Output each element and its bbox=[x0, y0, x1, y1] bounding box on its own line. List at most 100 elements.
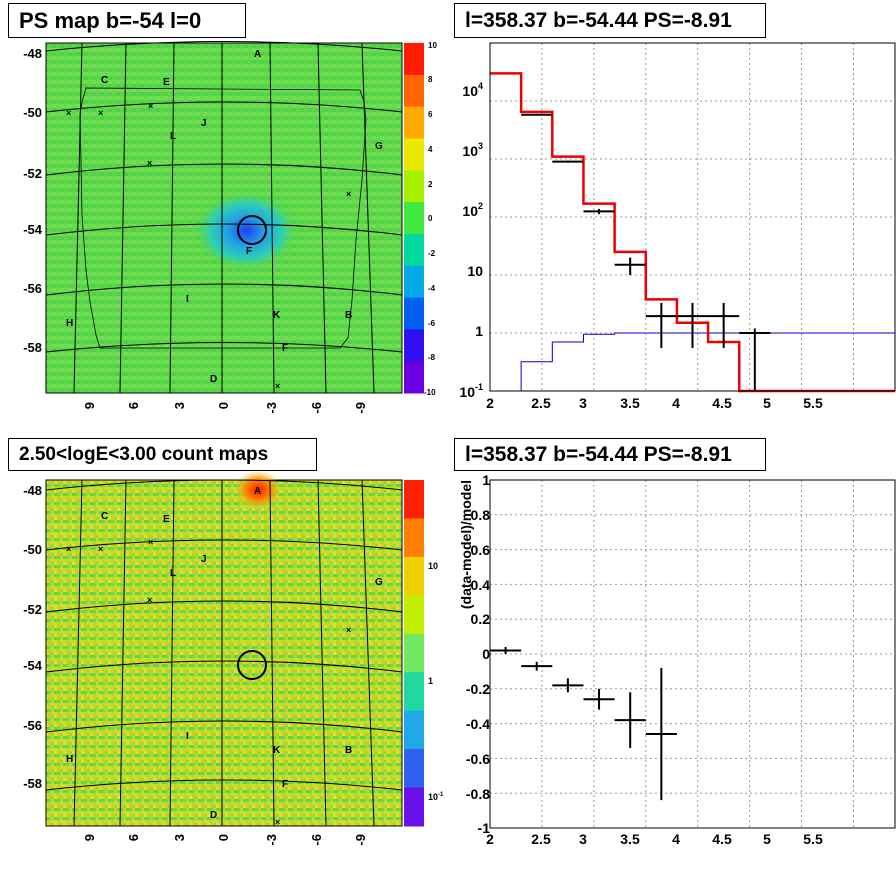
spec-ytick-1e3: 103 bbox=[462, 141, 483, 159]
count-colorbar-band bbox=[404, 595, 424, 635]
count-lat-52: -52 bbox=[23, 602, 42, 617]
count-lon-m3: -3 bbox=[264, 834, 279, 846]
count-label-k: K bbox=[273, 745, 281, 756]
svg-text:×: × bbox=[66, 544, 71, 554]
count-target-circle bbox=[237, 650, 267, 680]
res-ytick-0p4: 0.4 bbox=[471, 577, 491, 593]
source-label-f: F bbox=[282, 343, 288, 354]
res-xtick-5p5: 5.5 bbox=[803, 831, 823, 847]
res-ytick-0p2: 0.2 bbox=[471, 611, 491, 627]
spec-xtick-3p5: 3.5 bbox=[620, 395, 640, 411]
spec-ytick-10: 10 bbox=[467, 263, 483, 279]
ps-cbar-tick-8: 8 bbox=[428, 75, 433, 84]
count-colorbar-band bbox=[404, 749, 424, 789]
ps-colorbar-band bbox=[404, 74, 424, 108]
ps-colorbar-band bbox=[404, 170, 424, 203]
source-label-a: A bbox=[254, 49, 261, 60]
count-colorbar-band bbox=[404, 710, 424, 750]
spec-xtick-5p5: 5.5 bbox=[803, 395, 823, 411]
count-lon-0: 0 bbox=[216, 834, 231, 841]
res-ytick-m0p8: -0.8 bbox=[466, 786, 490, 802]
source-label-f-center: F bbox=[246, 246, 252, 257]
ps-sky-map: × ×× ××× A C E J L G F I K B H F D -48 -5… bbox=[23, 41, 437, 414]
spectrum-title: l=358.37 b=-54.44 PS=-8.91 bbox=[454, 3, 766, 38]
count-lat-50: -50 bbox=[23, 542, 42, 557]
res-ytick-m0p2: -0.2 bbox=[466, 681, 490, 697]
ps-colorbar-band bbox=[404, 202, 424, 235]
count-lon-m9: -9 bbox=[353, 834, 368, 846]
spec-xtick-4p5: 4.5 bbox=[712, 395, 732, 411]
count-lon-3: 3 bbox=[172, 834, 187, 841]
spec-ytick-1: 1 bbox=[475, 323, 483, 339]
count-map-x-marks: × × × × × × bbox=[66, 537, 351, 827]
count-label-b: B bbox=[345, 745, 352, 756]
lon-tick-9: 9 bbox=[82, 402, 97, 409]
residual-marks bbox=[490, 647, 677, 801]
res-xtick-3p5: 3.5 bbox=[620, 831, 640, 847]
ps-map-title: PS map b=-54 l=0 bbox=[8, 3, 246, 38]
count-map-grid bbox=[45, 479, 403, 827]
source-label-h: H bbox=[66, 318, 73, 329]
ps-cbar-tick-m4: -4 bbox=[428, 284, 436, 293]
res-ytick-m0p4: -0.4 bbox=[466, 716, 490, 732]
ps-colorbar-band bbox=[404, 329, 424, 362]
spectrum-chart: 2 2.5 3 3.5 4 4.5 5 5.5 104 103 102 10 1… bbox=[459, 42, 896, 411]
count-lon-6: 6 bbox=[126, 834, 141, 841]
svg-text:×: × bbox=[98, 544, 103, 554]
spec-ytick-1e4: 104 bbox=[462, 81, 483, 99]
count-label-l: L bbox=[170, 568, 176, 579]
res-ytick-0p6: 0.6 bbox=[471, 542, 491, 558]
source-label-l: L bbox=[170, 131, 176, 142]
residual-chart: (data-model)/model 2 2.5 3 3.5 4 4.5 5 5… bbox=[458, 472, 896, 847]
spec-ytick-1em1: 10-1 bbox=[459, 382, 483, 400]
res-xtick-5: 5 bbox=[763, 831, 771, 847]
lat-tick-48: -48 bbox=[23, 46, 42, 61]
source-label-g: G bbox=[375, 141, 383, 152]
svg-text:×: × bbox=[275, 381, 280, 391]
ps-dip-region bbox=[194, 191, 298, 271]
res-ytick-1: 1 bbox=[482, 472, 490, 488]
ps-cbar-tick-2: 2 bbox=[428, 180, 433, 189]
lon-tick-m9: -9 bbox=[353, 402, 368, 414]
svg-text:×: × bbox=[148, 101, 153, 111]
count-label-j: J bbox=[201, 554, 207, 565]
lat-tick-50: -50 bbox=[23, 105, 42, 120]
spec-ytick-1e2: 102 bbox=[462, 201, 483, 219]
ps-cbar-tick-m10: -10 bbox=[424, 388, 436, 397]
lon-tick-3: 3 bbox=[172, 402, 187, 409]
spec-xtick-2p5: 2.5 bbox=[531, 395, 551, 411]
ps-colorbar-band bbox=[404, 138, 424, 171]
spec-xtick-2: 2 bbox=[486, 395, 494, 411]
svg-text:×: × bbox=[147, 595, 152, 605]
res-xtick-3: 3 bbox=[579, 831, 587, 847]
spec-xtick-4: 4 bbox=[672, 395, 680, 411]
count-lat-54: -54 bbox=[23, 658, 43, 673]
ps-cbar-tick-4: 4 bbox=[428, 145, 433, 154]
svg-text:×: × bbox=[275, 817, 280, 827]
res-ytick-0: 0 bbox=[482, 646, 490, 662]
count-cbar-tick-0p1: 10-1 bbox=[428, 792, 444, 802]
ps-cbar-tick-6: 6 bbox=[428, 110, 433, 119]
svg-text:×: × bbox=[346, 189, 351, 199]
count-lon-m6: -6 bbox=[309, 834, 324, 846]
source-label-k: K bbox=[273, 310, 281, 321]
count-cbar-tick-1: 1 bbox=[428, 676, 433, 686]
residual-frame bbox=[489, 479, 896, 829]
lat-tick-56: -56 bbox=[23, 281, 42, 296]
spec-source-model-line bbox=[520, 332, 895, 391]
count-label-c: C bbox=[101, 511, 108, 522]
source-label-d: D bbox=[210, 374, 217, 385]
count-colorbar-band bbox=[404, 518, 424, 558]
lat-tick-52: -52 bbox=[23, 166, 42, 181]
count-colorbar bbox=[404, 480, 424, 827]
source-label-j: J bbox=[201, 118, 207, 129]
ps-target-circle bbox=[237, 215, 267, 245]
lon-tick-m6: -6 bbox=[309, 402, 324, 414]
count-colorbar-band bbox=[404, 556, 424, 596]
ps-colorbar-band bbox=[404, 43, 424, 76]
res-xtick-2: 2 bbox=[486, 831, 494, 847]
res-ytick-m1: -1 bbox=[478, 820, 491, 836]
res-xtick-2p5: 2.5 bbox=[531, 831, 551, 847]
count-label-f: F bbox=[282, 779, 288, 790]
svg-text:×: × bbox=[148, 537, 153, 547]
